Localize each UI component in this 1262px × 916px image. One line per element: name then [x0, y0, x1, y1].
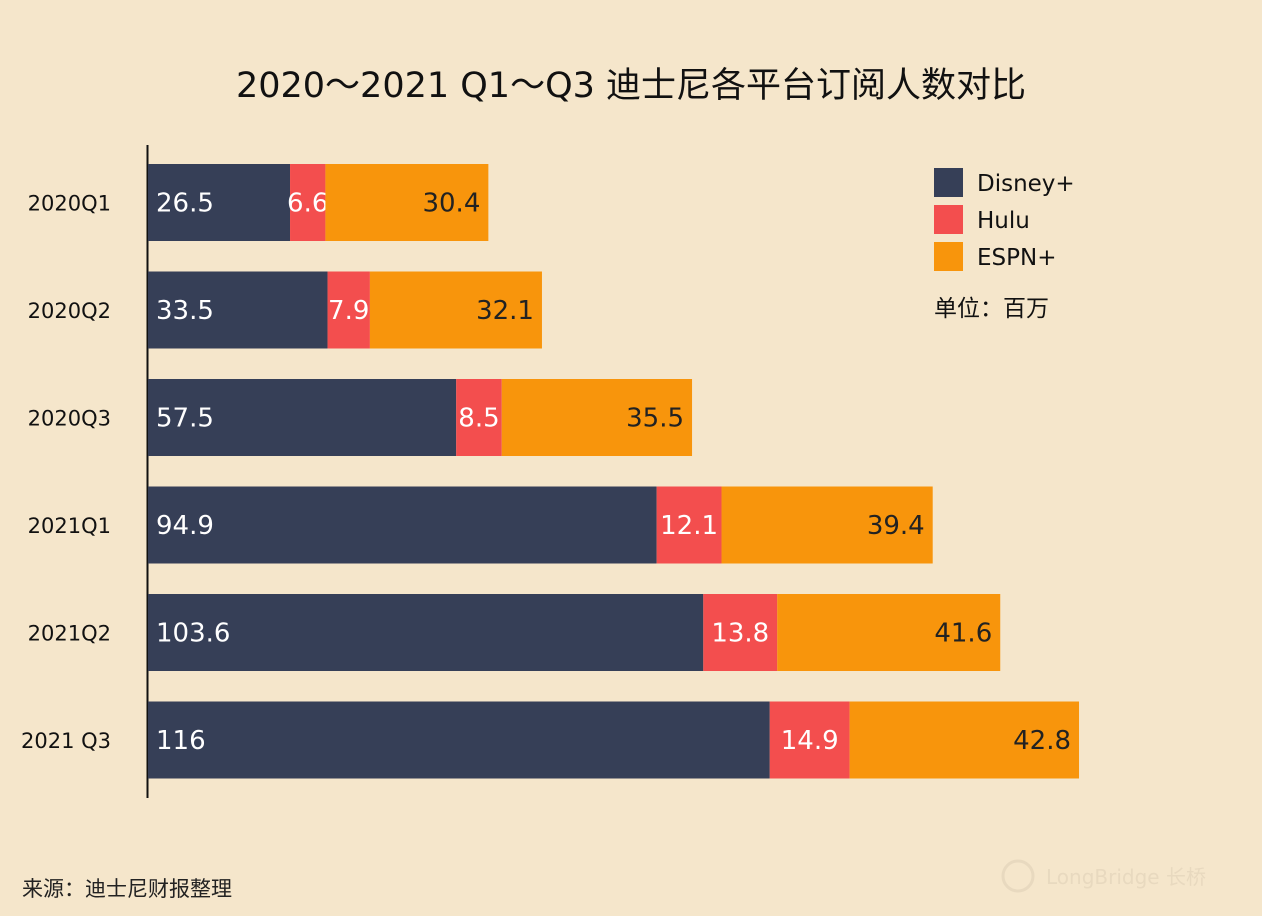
bar-hulu-0	[290, 164, 326, 241]
unit-label: 单位：百万	[934, 296, 1049, 322]
bar-espn-5	[849, 701, 1080, 779]
category-labels: 2020Q1 2020Q2 2020Q3 2021Q1 2021Q2 2021 Q3	[21, 192, 111, 754]
category-label: 2021Q2	[28, 622, 111, 646]
data-label: 12.1	[660, 511, 718, 541]
bar-disney-1	[148, 271, 328, 349]
bar-espn-3	[721, 486, 933, 564]
bar-espn-2	[501, 379, 693, 456]
data-label: 35.5	[626, 404, 684, 434]
watermark-logo-icon	[1001, 859, 1035, 893]
source-note: 来源：迪士尼财报整理	[22, 877, 232, 901]
bar-hulu-5	[769, 701, 850, 779]
bar-disney-4	[148, 594, 704, 671]
data-label: 103.6	[156, 619, 230, 649]
bar-disney-0	[148, 164, 291, 241]
data-label: 32.1	[476, 296, 534, 326]
bar-hulu-1	[327, 271, 370, 349]
watermark: LongBridge 长桥	[1001, 859, 1206, 893]
watermark-text: LongBridge 长桥	[1046, 865, 1206, 889]
bar-disney-5	[148, 701, 770, 779]
data-label: 13.8	[711, 619, 769, 649]
category-label: 2021Q1	[28, 514, 111, 538]
bar-hulu-2	[456, 379, 502, 456]
data-label: 57.5	[156, 404, 214, 434]
legend-label: Hulu	[977, 208, 1030, 234]
data-label: 26.5	[156, 189, 214, 219]
bar-group: 26.5 6.6 30.4 33.5 7.9 32.1 57.5 8.5 35.5 94.9 12.…	[148, 164, 1080, 779]
data-label: 14.9	[781, 726, 839, 756]
legend-swatch	[934, 168, 963, 197]
category-label: 2020Q1	[28, 192, 111, 216]
data-label: 8.5	[458, 404, 499, 434]
legend-swatch	[934, 205, 963, 234]
chart-title: 2020～2021 Q1～Q3 迪士尼各平台订阅人数对比	[236, 66, 1026, 106]
data-label: 7.9	[328, 296, 369, 326]
data-label: 42.8	[1013, 726, 1071, 756]
data-label: 6.6	[287, 189, 328, 219]
data-label: 94.9	[156, 511, 214, 541]
legend-label: ESPN+	[977, 245, 1056, 271]
bar-espn-1	[369, 271, 542, 349]
bar-hulu-4	[703, 594, 778, 671]
data-label: 116	[156, 726, 206, 756]
category-label: 2020Q2	[28, 299, 111, 323]
category-label: 2021 Q3	[21, 729, 111, 753]
bar-espn-4	[777, 594, 1001, 671]
category-label: 2020Q3	[28, 407, 111, 431]
data-label: 33.5	[156, 296, 214, 326]
legend-swatch	[934, 242, 963, 271]
bar-disney-2	[148, 379, 457, 456]
data-label: 41.6	[934, 619, 992, 649]
data-label: 30.4	[422, 189, 480, 219]
legend: Disney+ Hulu ESPN+	[934, 168, 1075, 271]
bar-hulu-3	[656, 486, 722, 564]
bar-disney-3	[148, 486, 657, 564]
bar-espn-0	[325, 164, 489, 241]
data-label: 39.4	[867, 511, 925, 541]
legend-label: Disney+	[977, 171, 1075, 197]
